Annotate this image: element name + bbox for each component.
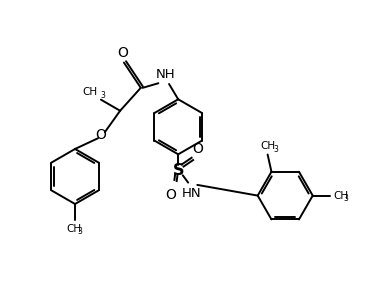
Text: 3: 3 (100, 91, 105, 100)
Text: O: O (166, 188, 176, 202)
Text: 3: 3 (344, 194, 348, 203)
Text: O: O (96, 128, 106, 142)
Text: 3: 3 (77, 227, 82, 236)
Text: O: O (192, 142, 203, 156)
Text: CH: CH (260, 141, 275, 151)
Text: CH: CH (67, 224, 82, 234)
Text: CH: CH (83, 87, 98, 96)
Text: CH: CH (334, 191, 349, 200)
Text: HN: HN (182, 187, 201, 200)
Text: O: O (117, 46, 128, 60)
Text: 3: 3 (273, 145, 278, 154)
Text: S: S (173, 163, 184, 178)
Text: NH: NH (156, 68, 175, 81)
